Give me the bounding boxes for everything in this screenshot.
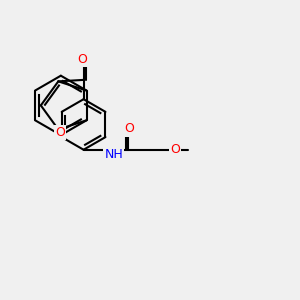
Text: O: O bbox=[77, 52, 87, 66]
Text: O: O bbox=[55, 126, 65, 139]
Text: O: O bbox=[125, 122, 135, 135]
Text: NH: NH bbox=[104, 148, 123, 161]
Text: O: O bbox=[170, 143, 180, 156]
